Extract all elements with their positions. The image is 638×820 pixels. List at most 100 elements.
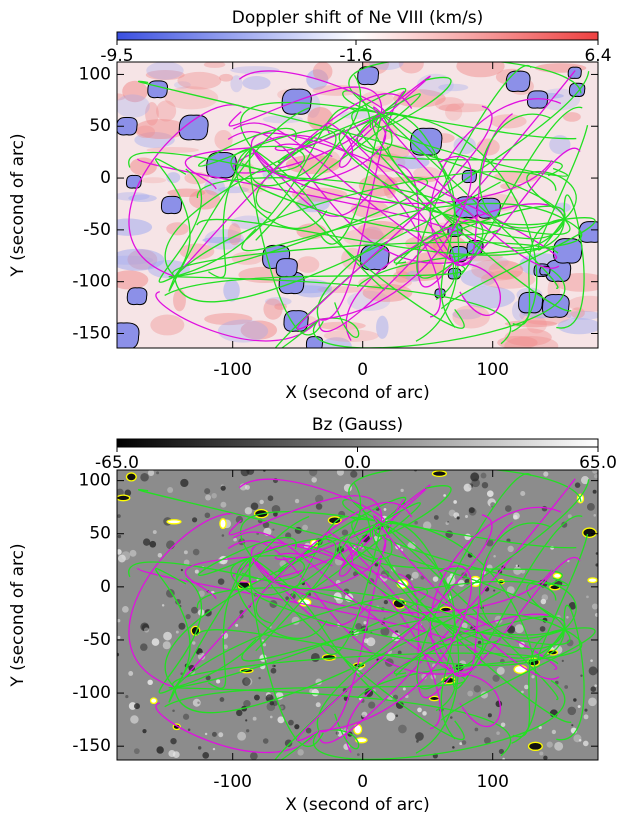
image-texture [140, 177, 167, 184]
image-texture [194, 569, 199, 574]
image-texture [445, 530, 453, 538]
image-texture [361, 711, 368, 718]
image-texture [259, 499, 264, 505]
field-line [174, 591, 501, 714]
image-texture [593, 474, 598, 479]
image-texture [593, 514, 597, 517]
field-line [318, 713, 360, 750]
image-texture [502, 757, 505, 760]
image-texture [197, 652, 206, 661]
field-line [453, 672, 501, 728]
field-line [168, 515, 310, 703]
image-texture [141, 623, 150, 632]
field-line [238, 478, 386, 523]
image-texture [265, 297, 292, 306]
image-texture [130, 715, 139, 724]
image-texture [341, 529, 349, 536]
image-texture [561, 521, 568, 528]
image-texture [422, 521, 432, 530]
y-tick-label: 0 [100, 577, 111, 597]
image-texture [492, 674, 500, 682]
image-texture [183, 550, 188, 555]
image-texture [117, 270, 149, 290]
image-texture [524, 684, 529, 690]
x-tick-label: 100 [476, 360, 508, 380]
image-texture [305, 727, 312, 734]
image-texture [487, 713, 492, 718]
image-texture [402, 687, 406, 691]
contour-region [327, 516, 342, 525]
field-line [429, 98, 562, 263]
image-texture [336, 470, 344, 476]
field-line [371, 521, 572, 723]
image-texture [182, 713, 190, 720]
image-texture [220, 501, 227, 508]
image-texture [183, 559, 190, 566]
image-texture [284, 739, 293, 747]
image-texture [218, 732, 224, 738]
image-texture [590, 686, 597, 692]
field-line [356, 218, 583, 288]
contour-region [527, 741, 543, 751]
image-texture [578, 738, 582, 742]
image-texture [526, 315, 547, 334]
image-texture [236, 709, 243, 717]
field-line [241, 202, 565, 252]
image-texture [574, 482, 581, 488]
field-line [318, 565, 472, 732]
image-texture [202, 236, 244, 244]
field-line [251, 541, 558, 671]
image-texture [515, 564, 519, 567]
image-texture [230, 75, 243, 93]
colorbar-tick-label: 65.0 [579, 453, 617, 473]
contour-region [147, 80, 169, 99]
image-texture [564, 310, 598, 320]
field-line [318, 498, 405, 733]
field-line [351, 518, 457, 712]
image-texture [311, 477, 317, 483]
field-line [174, 93, 413, 277]
image-texture [269, 700, 275, 706]
image-texture [152, 530, 157, 535]
image-texture [142, 538, 151, 546]
image-texture [211, 731, 217, 737]
contour-region [125, 472, 137, 482]
field-line [556, 604, 585, 741]
image-texture [592, 489, 597, 494]
image-texture [414, 520, 418, 525]
image-texture [227, 223, 242, 246]
image-texture [174, 81, 191, 89]
image-texture [156, 746, 164, 754]
field-line [479, 113, 565, 229]
image-texture [273, 511, 278, 517]
image-texture [162, 641, 171, 650]
field-line [387, 146, 565, 249]
field-line [171, 652, 559, 689]
image-texture [117, 554, 126, 563]
contour-region [587, 577, 598, 584]
image-texture [464, 515, 469, 519]
image-texture [117, 93, 126, 101]
image-texture [471, 478, 480, 488]
image-texture [363, 621, 367, 625]
image-texture [543, 471, 549, 477]
image-texture [588, 666, 598, 676]
image-texture [443, 494, 446, 497]
field-line [373, 515, 560, 680]
image-texture [261, 639, 264, 642]
field-line [356, 628, 583, 699]
image-texture [504, 328, 552, 347]
field-line [128, 104, 245, 278]
field-line [313, 268, 566, 348]
image-texture [122, 80, 148, 103]
image-texture [480, 270, 536, 289]
image-texture [297, 749, 304, 756]
colorbar-title: Doppler shift of Ne VIII (km/s) [232, 8, 483, 28]
image-texture [486, 490, 494, 498]
image-texture [151, 638, 160, 646]
image-texture [461, 740, 467, 745]
image-texture [262, 521, 270, 529]
contour-region [283, 310, 309, 332]
image-texture [350, 470, 358, 478]
field-line [251, 128, 337, 241]
